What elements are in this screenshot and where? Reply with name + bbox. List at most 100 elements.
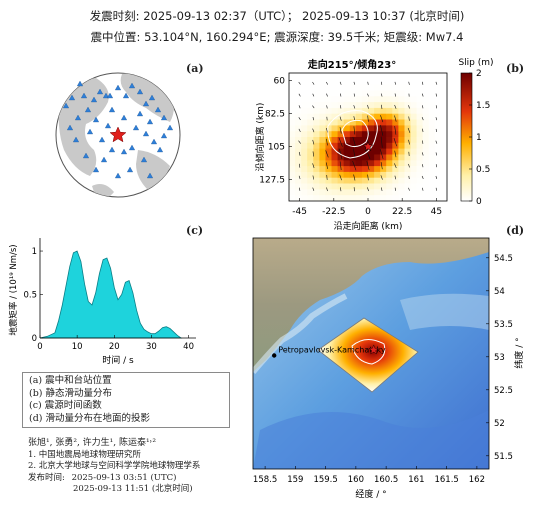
slip-cell <box>289 84 296 92</box>
slip-cell <box>428 125 436 132</box>
slip-cell <box>361 195 369 201</box>
slip-cell <box>374 189 381 196</box>
slip-cell <box>349 177 357 185</box>
stf-ylabel: 地震矩率 / (10¹⁹ Nm/s) <box>8 244 19 335</box>
slip-cell <box>325 189 333 196</box>
slip-vector-arrow <box>394 104 397 109</box>
slip-cell <box>398 137 406 144</box>
slip-cell <box>331 90 339 97</box>
slip-cell <box>422 137 430 144</box>
slip-cell <box>289 78 296 86</box>
slip-cell <box>404 73 412 80</box>
slip-vector-arrow <box>339 81 342 85</box>
slip-cell <box>380 113 387 121</box>
slip-cell <box>355 183 363 190</box>
affiliation-2: 2. 北京大学地球与空间科学学院地球物理学系 <box>28 461 201 471</box>
slip-cell <box>343 148 351 156</box>
epicenter-star-icon <box>368 344 379 355</box>
slip-cell <box>380 195 387 201</box>
slip-x-ticks: -45 -22.5 0 22.5 45 <box>292 198 442 217</box>
slip-cell <box>386 189 393 196</box>
slip-cell <box>440 90 447 97</box>
slip-cell <box>361 90 369 97</box>
slip-cell <box>337 160 345 167</box>
slip-cell <box>343 171 351 179</box>
slip-cell <box>410 78 418 86</box>
slip-cell <box>331 189 339 196</box>
map-x-tick-label: 161 <box>408 475 424 485</box>
slip-cell <box>374 137 381 144</box>
slip-cell <box>434 171 442 179</box>
slip-cell <box>428 107 436 115</box>
slip-cell <box>392 119 399 126</box>
slip-cell <box>416 131 424 138</box>
slip-cell <box>368 78 375 86</box>
slip-cell <box>416 148 424 156</box>
slip-cell <box>319 119 327 126</box>
slip-cell <box>349 189 357 196</box>
slip-y-tick-label: 105 <box>268 143 285 153</box>
slip-contours <box>327 110 378 159</box>
slip-cell <box>349 78 357 86</box>
slip-cell <box>313 107 320 115</box>
slip-cell <box>319 78 327 86</box>
slip-cell <box>392 166 399 173</box>
slip-cell <box>440 131 447 138</box>
slip-cell <box>331 195 339 201</box>
slip-cell <box>337 131 345 138</box>
panel-label-a: (a) <box>186 62 204 75</box>
slip-cell <box>301 171 308 179</box>
slip-vector-arrow <box>435 81 438 85</box>
slip-vector-arrow <box>393 138 397 147</box>
slip-cell <box>374 113 381 121</box>
slip-cell <box>422 125 430 132</box>
slip-cell <box>313 195 320 201</box>
slip-vector-arrow <box>326 138 328 146</box>
slip-cell <box>343 177 351 185</box>
slip-cell <box>355 177 363 185</box>
slip-vector-arrow <box>367 174 369 181</box>
slip-cell <box>289 102 296 109</box>
slip-cell <box>368 148 375 156</box>
slip-cell <box>410 183 418 190</box>
slip-cell <box>349 171 357 179</box>
slip-cell <box>295 131 302 138</box>
slip-cell <box>301 183 308 190</box>
slip-cell <box>410 107 418 115</box>
slip-cell <box>319 142 327 150</box>
slip-cell <box>392 171 399 179</box>
slip-cell <box>368 96 375 103</box>
slip-cell <box>416 107 424 115</box>
slip-cell <box>331 84 339 92</box>
slip-cell <box>361 148 369 156</box>
slip-cell <box>301 166 308 173</box>
release-time-utc: 2025-09-13 03:51 (UTC) <box>71 472 177 483</box>
slip-cell <box>434 177 442 185</box>
slip-cell <box>422 113 430 121</box>
slip-cell <box>428 148 436 156</box>
slip-vector-arrow <box>394 115 397 122</box>
stf-y-tick-label: 0.5 <box>23 291 37 301</box>
slip-cell <box>319 107 327 115</box>
slip-cell <box>313 96 320 103</box>
slip-cell <box>331 148 339 156</box>
slip-cell <box>349 73 357 80</box>
slip-cell <box>331 125 339 132</box>
slip-cell <box>307 142 314 150</box>
colorbar-tick-label: 1 <box>476 133 482 143</box>
slip-cell <box>368 125 375 132</box>
slip-cell <box>295 148 302 156</box>
slip-cell <box>295 107 302 115</box>
slip-cell <box>398 166 406 173</box>
author-list: 张旭¹, 张勇², 许力生¹, 陈运泰¹˒² <box>28 438 156 448</box>
slip-cell <box>355 148 363 156</box>
slip-cell <box>355 96 363 103</box>
slip-cell <box>422 195 430 201</box>
slip-cell <box>355 113 363 121</box>
slip-cell <box>428 171 436 179</box>
slip-cell <box>289 154 296 161</box>
slip-cell <box>422 160 430 167</box>
slip-cell <box>301 78 308 86</box>
slip-cell <box>331 166 339 173</box>
slip-cell <box>295 119 302 126</box>
